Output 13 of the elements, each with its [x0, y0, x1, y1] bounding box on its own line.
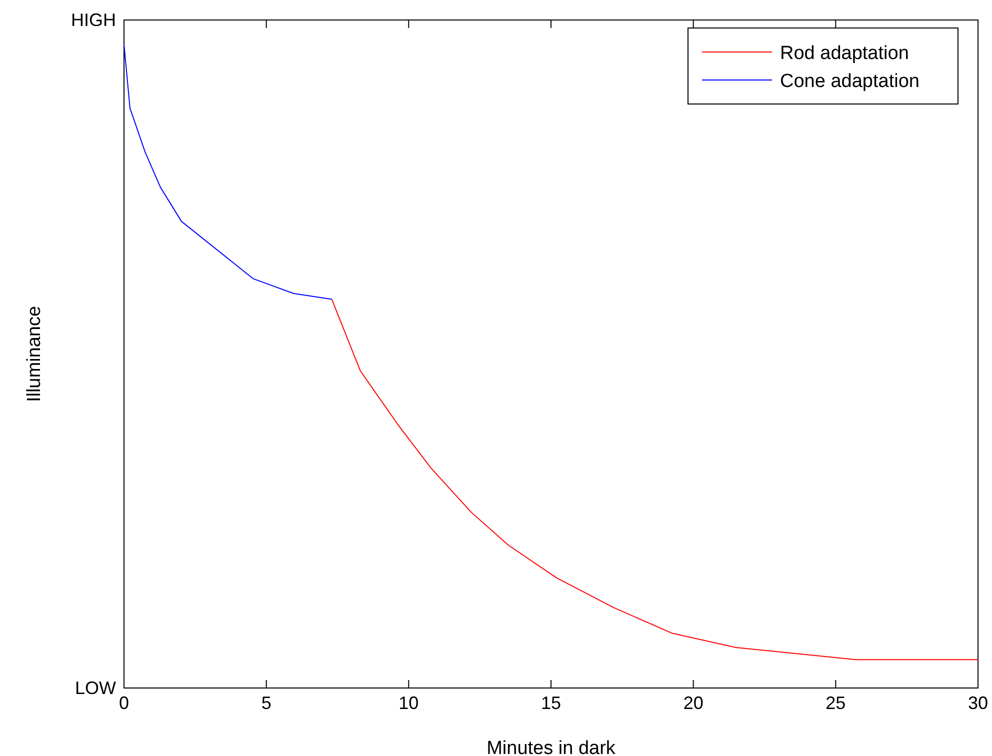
x-tick-label: 20 [683, 693, 704, 713]
text: HIGH [71, 10, 116, 30]
y-axis-title: Illuminance [24, 306, 45, 402]
x-tick-label: 5 [261, 693, 272, 713]
x-tick-label: 30 [968, 693, 988, 713]
x-axis-title: Minutes in dark [486, 738, 616, 756]
x-tick-label: 15 [540, 693, 562, 713]
x-tick-label: 10 [398, 693, 419, 713]
legend-label: Rod adaptation [780, 43, 909, 64]
text: LOW [74, 678, 116, 698]
x-tick-label: 0 [118, 693, 130, 713]
legend-label: Cone adaptation [780, 71, 920, 92]
x-tick-label: 25 [826, 693, 846, 713]
